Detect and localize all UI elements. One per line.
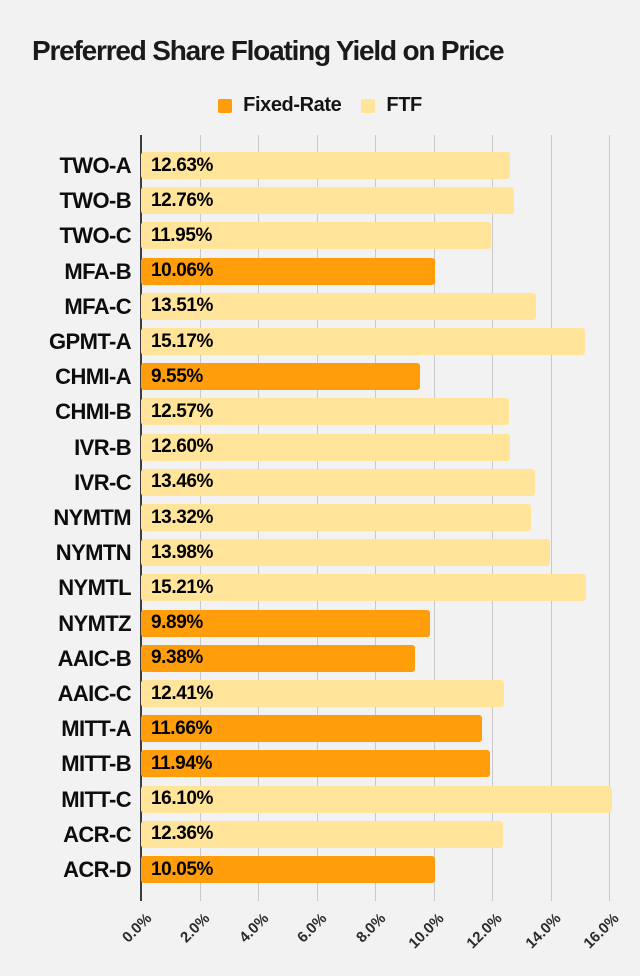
- chart-title: Preferred Share Floating Yield on Price: [32, 35, 505, 66]
- value-label: 9.89%: [151, 612, 203, 634]
- category-label: CHMI-A: [55, 364, 131, 390]
- x-tick-label: 2.0%: [177, 910, 214, 947]
- value-label: 9.55%: [151, 365, 203, 387]
- value-label: 12.60%: [151, 436, 214, 458]
- value-label: 13.32%: [151, 506, 214, 528]
- value-label: 12.41%: [151, 682, 214, 704]
- category-label: TWO-A: [59, 153, 131, 178]
- category-label: MITT-A: [61, 716, 131, 742]
- legend: Fixed-Rate FTF: [0, 94, 640, 117]
- bar-aaic-b: 9.38%: [141, 644, 416, 672]
- value-label: 9.38%: [151, 647, 203, 669]
- legend-swatch-icon: [218, 98, 233, 113]
- bar-acr-d: 10.05%: [141, 856, 435, 883]
- legend-swatch-icon: [361, 98, 376, 113]
- value-label: 10.05%: [151, 858, 214, 880]
- value-label: 13.98%: [151, 541, 214, 563]
- legend-label: FTF: [386, 94, 422, 116]
- x-tick-label: 14.0%: [522, 910, 565, 953]
- x-tick-label: 8.0%: [352, 910, 390, 947]
- bar-mitt-c: 16.10%: [141, 785, 612, 813]
- category-label: MFA-B: [64, 258, 131, 284]
- category-label: NYMTL: [58, 575, 131, 601]
- bar-ivr-c: 13.46%: [141, 468, 535, 496]
- value-label: 10.06%: [151, 260, 214, 282]
- x-tick-label: 16.0%: [580, 910, 624, 953]
- value-label: 16.10%: [151, 788, 214, 810]
- category-label: NYMTM: [53, 505, 131, 530]
- bar-chmi-a: 9.55%: [141, 363, 421, 391]
- bar-mfa-c: 13.51%: [141, 292, 537, 320]
- bar-chmi-b: 12.57%: [141, 398, 509, 426]
- category-label: CHMI-B: [55, 399, 131, 425]
- category-label: MFA-C: [64, 293, 131, 319]
- category-label: AAIC-C: [57, 681, 132, 706]
- category-label: IVR-C: [74, 469, 131, 495]
- value-label: 11.94%: [151, 752, 212, 774]
- bar-mitt-b: 11.94%: [141, 750, 491, 778]
- gridline: [609, 135, 610, 901]
- bar-nymtl: 15.21%: [141, 574, 586, 602]
- value-label: 15.21%: [151, 576, 214, 598]
- x-tick-label: 4.0%: [235, 910, 273, 947]
- value-label: 11.66%: [151, 717, 212, 739]
- bar-two-b: 12.76%: [141, 187, 515, 215]
- value-label: 13.46%: [151, 471, 214, 493]
- category-label: GPMT-A: [49, 329, 132, 354]
- value-label: 12.76%: [151, 189, 214, 211]
- category-label: AAIC-B: [57, 645, 132, 671]
- x-tick-label: 10.0%: [405, 910, 448, 953]
- category-label: ACR-C: [63, 821, 131, 847]
- legend-label: Fixed-Rate: [243, 94, 342, 116]
- bar-nymtz: 9.89%: [141, 609, 431, 637]
- bar-gpmt-a: 15.17%: [141, 328, 585, 355]
- bar-two-a: 12.63%: [141, 152, 511, 179]
- bar-two-c: 11.95%: [141, 222, 491, 250]
- value-label: 11.95%: [151, 224, 212, 246]
- category-label: NYMTZ: [58, 610, 131, 636]
- bar-nymtm: 13.32%: [141, 504, 531, 531]
- value-label: 12.63%: [151, 154, 214, 176]
- category-label: NYMTN: [55, 540, 132, 566]
- x-tick-label: 6.0%: [294, 910, 331, 947]
- bar-nymtn: 13.98%: [141, 539, 550, 567]
- value-label: 15.17%: [151, 330, 214, 352]
- category-label: MITT-C: [61, 786, 131, 812]
- category-label: ACR-D: [63, 857, 131, 882]
- bar-mfa-b: 10.06%: [141, 257, 436, 285]
- category-label: TWO-C: [59, 223, 131, 249]
- category-label: TWO-B: [59, 188, 131, 214]
- legend-item: Fixed-Rate: [218, 94, 342, 117]
- bar-mitt-a: 11.66%: [141, 715, 483, 743]
- value-label: 12.57%: [151, 400, 214, 422]
- legend-item: FTF: [361, 94, 422, 117]
- category-label: IVR-B: [74, 434, 131, 460]
- category-label: MITT-B: [61, 751, 131, 777]
- x-tick-label: 12.0%: [463, 910, 507, 953]
- bar-acr-c: 12.36%: [141, 820, 503, 848]
- value-label: 13.51%: [151, 295, 214, 317]
- gridline: [550, 135, 552, 901]
- value-label: 12.36%: [151, 823, 214, 845]
- bar-ivr-b: 12.60%: [141, 433, 510, 461]
- bar-aaic-c: 12.41%: [141, 680, 504, 707]
- x-tick-label: 0.0%: [118, 910, 156, 947]
